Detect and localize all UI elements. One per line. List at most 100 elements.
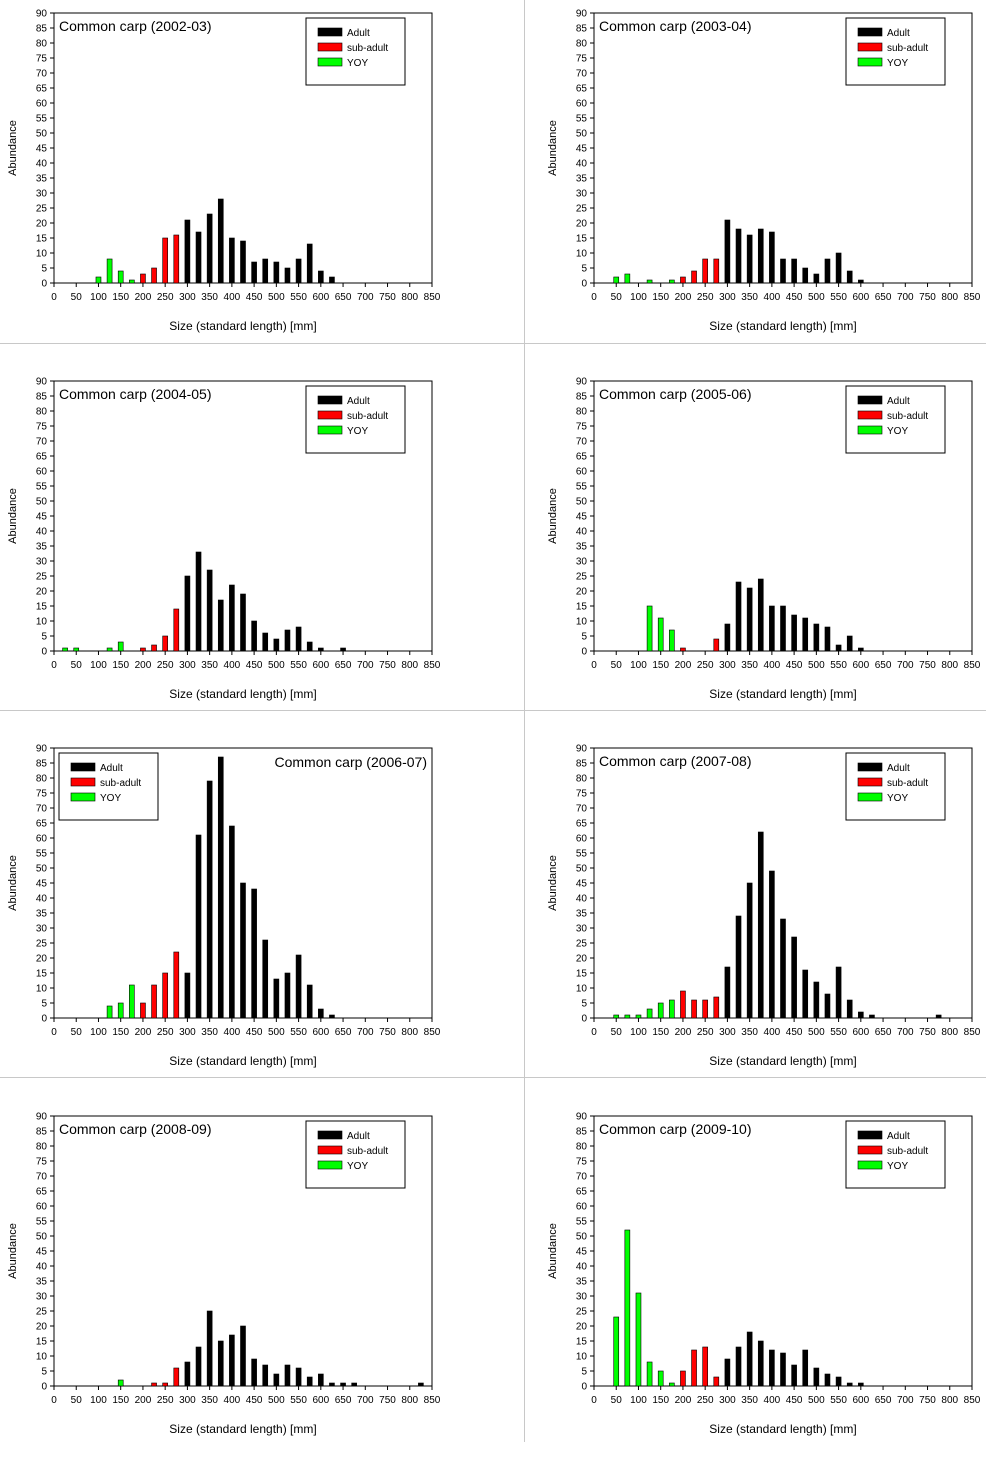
chart-title: Common carp (2006-07) [274, 754, 427, 770]
x-tick-label: 200 [675, 1395, 692, 1406]
bar-yoy [106, 258, 113, 284]
y-tick-label: 55 [36, 849, 48, 860]
x-tick-label: 850 [964, 1395, 980, 1406]
bar-sub-adult [162, 237, 168, 284]
x-tick-label: 500 [268, 1395, 285, 1406]
x-tick-label: 100 [630, 292, 647, 303]
y-tick-label: 0 [41, 647, 47, 658]
y-tick-label: 75 [576, 54, 588, 65]
bar-yoy [117, 641, 124, 652]
chart-panel: 0 5 10 15 20 25 30 35 40 45 50 55 60 65 70 75 80 85 90 0 50 1… [0, 368, 493, 728]
x-tick-label: 100 [630, 660, 647, 671]
y-tick-label: 30 [36, 557, 48, 568]
y-tick-label: 20 [576, 587, 588, 598]
y-tick-label: 20 [576, 1322, 588, 1333]
bar-adult [217, 756, 224, 1019]
y-tick-label: 85 [576, 1127, 588, 1138]
bar-adult [251, 261, 257, 284]
legend-label: sub-adult [887, 411, 928, 422]
legend-label: Adult [347, 28, 370, 39]
legend-label: sub-adult [347, 411, 388, 422]
y-tick-label: 80 [576, 39, 588, 50]
x-tick-label: 650 [335, 1027, 352, 1038]
y-tick-label: 25 [576, 1307, 588, 1318]
x-tick-label: 550 [830, 1395, 847, 1406]
bar-adult [329, 1014, 335, 1019]
x-tick-label: 750 [379, 1027, 396, 1038]
x-tick-label: 150 [652, 292, 669, 303]
bar-adult [858, 279, 864, 284]
x-tick-label: 650 [335, 1395, 352, 1406]
bar-yoy [669, 1382, 675, 1387]
y-tick-label: 10 [36, 984, 48, 995]
bar-adult [824, 258, 831, 284]
x-tick-label: 600 [852, 1027, 869, 1038]
legend-label: Adult [887, 396, 910, 407]
bar-adult [724, 219, 731, 284]
legend-swatch-adult [317, 395, 343, 405]
bar-adult [251, 888, 257, 1019]
bar-adult [318, 270, 324, 284]
x-tick-label: 800 [401, 660, 418, 671]
bar-adult [746, 882, 753, 1019]
legend-label: sub-adult [887, 778, 928, 789]
y-tick-label: 70 [576, 1172, 588, 1183]
legend-label: sub-adult [100, 778, 141, 789]
row-divider [0, 710, 986, 711]
y-tick-label: 15 [576, 234, 588, 245]
bar-sub-adult [713, 1376, 720, 1387]
bar-adult [251, 1358, 257, 1387]
bar-yoy [624, 1229, 631, 1387]
x-tick-label: 150 [112, 1395, 129, 1406]
x-tick-label: 550 [290, 292, 307, 303]
bar-sub-adult [162, 1382, 168, 1387]
bar-sub-adult [151, 644, 157, 652]
y-tick-label: 45 [576, 512, 588, 523]
x-tick-label: 400 [764, 292, 781, 303]
bar-adult [284, 972, 291, 1019]
bar-adult [869, 1014, 875, 1019]
bar-adult [240, 882, 246, 1019]
bar-adult [262, 258, 269, 284]
bar-yoy [669, 999, 675, 1019]
x-tick-label: 500 [808, 1027, 825, 1038]
legend-label: Adult [887, 763, 910, 774]
bar-adult [184, 972, 191, 1019]
x-tick-label: 850 [964, 1027, 980, 1038]
y-tick-label: 35 [36, 1277, 48, 1288]
bar-adult [769, 605, 775, 652]
bar-adult [824, 1373, 831, 1387]
x-tick-label: 300 [719, 1027, 736, 1038]
x-tick-label: 300 [179, 1395, 196, 1406]
bar-adult [240, 240, 246, 284]
x-tick-label: 350 [741, 292, 758, 303]
bar-yoy [117, 1002, 124, 1019]
bar-adult [769, 231, 775, 284]
x-tick-label: 700 [357, 292, 374, 303]
bar-adult [184, 219, 191, 284]
legend-swatch-adult [857, 762, 883, 772]
bar-adult [813, 273, 820, 284]
y-tick-label: 65 [36, 819, 48, 830]
y-tick-label: 20 [36, 1322, 48, 1333]
bar-adult [195, 551, 202, 652]
chart-title: Common carp (2002-03) [59, 18, 212, 34]
x-tick-label: 250 [697, 292, 714, 303]
legend-label: Adult [887, 1131, 910, 1142]
y-tick-label: 70 [36, 69, 48, 80]
x-tick-label: 400 [764, 1027, 781, 1038]
y-tick-label: 75 [36, 1157, 48, 1168]
row-divider [0, 1077, 986, 1078]
y-tick-label: 70 [576, 69, 588, 80]
bar-adult [206, 569, 213, 652]
legend-swatch-sub-adult [317, 1145, 343, 1155]
bar-adult [824, 626, 831, 652]
bar-adult [835, 966, 842, 1019]
bar-yoy [106, 647, 113, 652]
x-tick-label: 200 [135, 660, 152, 671]
y-tick-label: 0 [41, 1014, 47, 1025]
y-tick-label: 45 [36, 512, 48, 523]
y-tick-label: 50 [36, 1232, 48, 1243]
x-tick-label: 300 [179, 292, 196, 303]
x-tick-label: 100 [630, 1027, 647, 1038]
